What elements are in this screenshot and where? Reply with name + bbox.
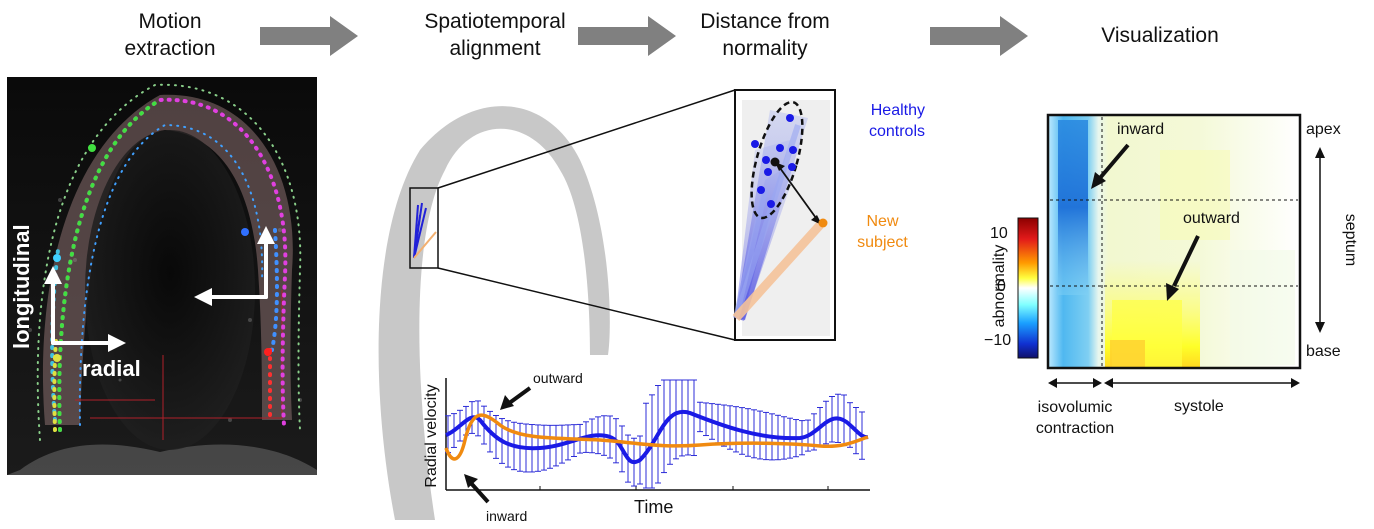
echocardiogram-image [7,77,317,475]
colorbar-tick-top: 10 [990,225,1008,243]
healthy-controls-label: Healthy controls [840,100,925,142]
plot-inward-arrow [464,474,488,502]
plot-outward-arrow [500,388,530,410]
apex-label: apex [1306,121,1341,139]
septum-axis-arrow [1315,147,1325,333]
zoom-line-top [438,90,735,188]
radial-label: radial [82,356,141,382]
radial-velocity-plot [445,378,870,502]
step-arrow-1 [260,16,358,56]
colorbar-tick-mid: 0 [997,278,1006,296]
heatmap-inward-label: inward [1117,121,1164,139]
colorbar-tick-bottom: −10 [984,332,1011,350]
plot-inward-label: inward [486,508,527,524]
step-arrow-3 [930,16,1028,56]
new-subject-label: New subject [840,211,925,253]
plot-y-axis-label: Radial velocity [423,376,441,496]
longitudinal-label: longitudinal [9,229,35,349]
heatmap-outward-label: outward [1183,210,1240,228]
abnormality-heatmap [1048,115,1300,368]
step-arrow-2 [578,16,676,56]
plot-x-axis-label: Time [634,497,673,518]
new-subject-point [819,219,828,228]
base-label: base [1306,343,1341,361]
abnormality-colorbar [1018,218,1038,358]
isovolumic-contraction-label: isovolumic contraction [1020,397,1130,439]
systole-axis-arrow [1104,378,1300,388]
zoom-line-bottom [438,268,735,340]
plot-outward-label: outward [533,370,583,386]
septum-label: septum [1341,200,1359,280]
isovolumic-axis-arrow [1048,378,1102,388]
systole-label: systole [1174,398,1224,416]
